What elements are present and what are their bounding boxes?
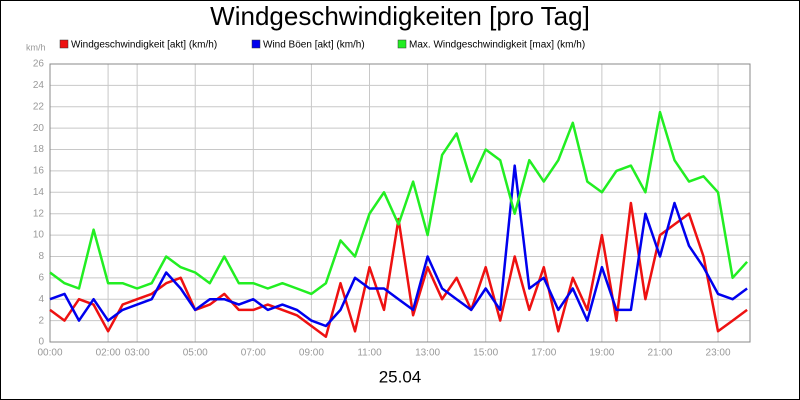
y-tick-label: 24 [33, 80, 45, 91]
x-tick-label: 17:00 [531, 348, 556, 359]
x-tick-label: 21:00 [647, 348, 672, 359]
legend-label: Wind Böen [akt] (km/h) [263, 40, 365, 51]
x-tick-label: 05:00 [183, 348, 208, 359]
y-axis-label: km/h [26, 42, 46, 52]
x-tick-label: 11:00 [357, 348, 382, 359]
x-tick-label: 09:00 [299, 348, 324, 359]
series-line [49, 201, 748, 338]
x-tick-label: 07:00 [241, 348, 266, 359]
y-tick-label: 12 [33, 208, 45, 219]
y-tick-label: 16 [33, 166, 45, 177]
legend: Windgeschwindigkeit [akt] (km/h) Wind Böe… [59, 39, 585, 51]
x-axis-label: 25.04 [379, 367, 422, 386]
y-tick-label: 0 [38, 337, 44, 348]
legend-swatch [397, 39, 407, 49]
y-tick-label: 2 [38, 315, 44, 326]
legend-label: Windgeschwindigkeit [akt] (km/h) [71, 40, 217, 51]
series-line [49, 110, 749, 296]
y-tick-label: 20 [33, 123, 45, 134]
plot-border [49, 63, 751, 343]
x-tick-label: 23:00 [706, 348, 731, 359]
legend-label: Max. Windgeschwindigkeit [max] (km/h) [409, 40, 585, 51]
y-tick-label: 14 [33, 187, 45, 198]
y-tick-label: 8 [38, 251, 44, 262]
chart-title: Windgeschwindigkeiten [pro Tag] [210, 1, 590, 31]
x-tick-label: 03:00 [125, 348, 150, 359]
x-tick-label: 00:00 [37, 348, 62, 359]
legend-swatch [59, 39, 69, 49]
y-tick-label: 18 [33, 144, 45, 155]
x-tick-label: 15:00 [473, 348, 498, 359]
y-tick-label: 4 [38, 294, 44, 305]
legend-swatch [251, 39, 261, 49]
x-tick-label: 13:00 [415, 348, 440, 359]
x-tick-label: 02:00 [96, 348, 121, 359]
y-tick-label: 26 [33, 59, 45, 70]
y-tick-label: 22 [33, 101, 45, 112]
y-tick-label: 10 [33, 230, 45, 241]
series-line [49, 164, 748, 328]
x-tick-label: 19:00 [589, 348, 614, 359]
y-tick-label: 6 [38, 272, 44, 283]
